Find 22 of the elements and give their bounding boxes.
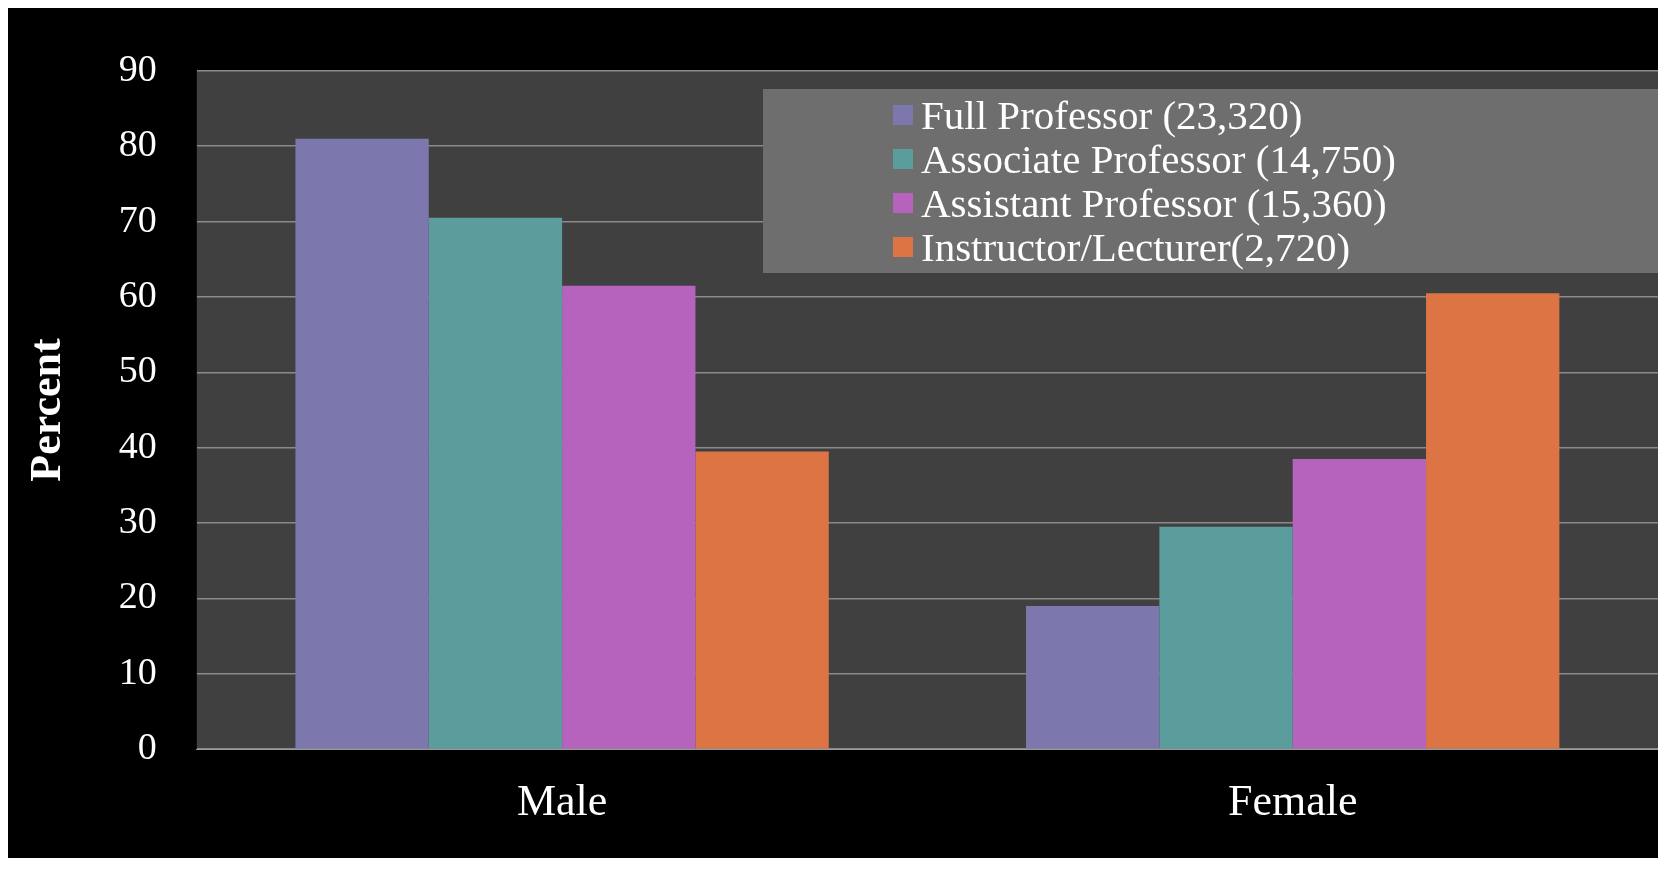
legend-label: Full Professor (23,320) — [921, 91, 1303, 138]
y-tick-label: 70 — [118, 197, 157, 240]
bar — [1292, 459, 1427, 749]
y-tick-label: 30 — [118, 499, 157, 542]
y-tick-label: 90 — [118, 46, 157, 89]
y-tick-label: 0 — [137, 725, 157, 768]
y-tick-label: 20 — [118, 574, 157, 617]
bar — [1026, 605, 1160, 749]
y-tick-label: 60 — [118, 272, 157, 315]
bar — [1426, 293, 1560, 749]
y-tick-label: 40 — [118, 423, 157, 466]
bar — [295, 138, 429, 749]
bar — [1159, 526, 1293, 749]
y-tick-label: 80 — [118, 122, 157, 165]
bar — [562, 285, 696, 749]
x-tick-label: Female — [1227, 776, 1358, 826]
bar — [695, 451, 829, 749]
y-tick-label: 10 — [118, 649, 157, 692]
y-tick-label: 50 — [118, 348, 157, 391]
bar — [428, 217, 563, 749]
x-tick-label: Male — [516, 776, 608, 826]
y-axis-title: Percent — [20, 337, 70, 482]
